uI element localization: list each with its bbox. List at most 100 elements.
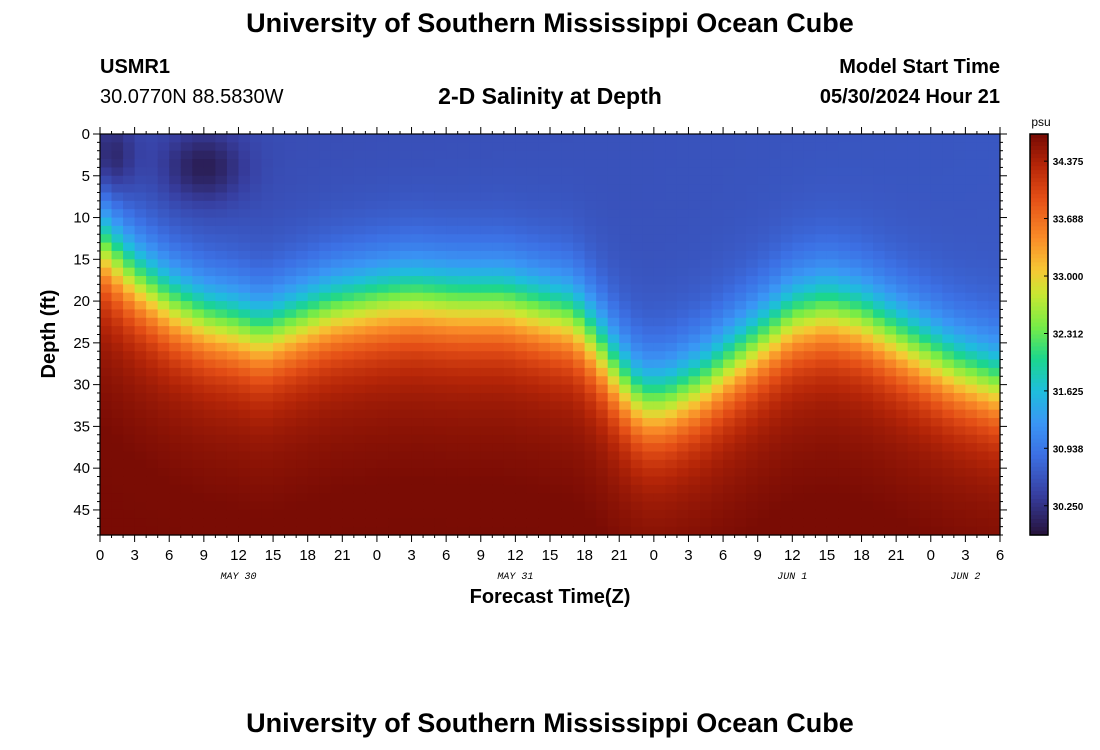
heatmap-cell <box>792 334 805 344</box>
heatmap-cell <box>469 476 482 486</box>
heatmap-cell <box>815 468 828 478</box>
heatmap-cell <box>400 292 413 302</box>
heatmap-cell <box>850 184 863 194</box>
heatmap-cell <box>480 342 493 352</box>
heatmap-cell <box>238 134 251 143</box>
colorbar-segment <box>1030 142 1048 147</box>
heatmap-cell <box>976 359 990 369</box>
heatmap-cell <box>792 217 805 227</box>
heatmap-cell <box>215 234 228 244</box>
heatmap-cell <box>226 292 240 302</box>
heatmap-cell <box>503 384 516 394</box>
heatmap-cell <box>907 384 920 394</box>
heatmap-cell <box>423 242 436 252</box>
heatmap-cell <box>884 175 897 185</box>
heatmap-cell <box>515 443 528 453</box>
heatmap-cell <box>526 309 540 319</box>
heatmap-cell <box>123 217 136 227</box>
heatmap-cell <box>780 342 793 352</box>
heatmap-cell <box>353 184 366 194</box>
heatmap-cell <box>353 134 366 143</box>
heatmap-cell <box>550 401 563 411</box>
heatmap-cell <box>123 334 136 344</box>
heatmap-cell <box>976 476 990 486</box>
heatmap-cell <box>642 476 655 486</box>
heatmap-cell <box>146 317 159 327</box>
heatmap-cell <box>815 351 828 361</box>
heatmap-cell <box>826 468 840 478</box>
heatmap-cell <box>988 192 1001 202</box>
heatmap-cell <box>284 376 297 386</box>
x-tick-label: 21 <box>334 547 351 564</box>
heatmap-cell <box>157 443 170 453</box>
heatmap-cell <box>111 317 124 327</box>
heatmap-cell <box>838 184 851 194</box>
heatmap-cell <box>653 443 666 453</box>
heatmap-cell <box>930 200 943 210</box>
heatmap-cell <box>976 309 990 319</box>
heatmap-cell <box>711 234 724 244</box>
heatmap-cell <box>203 426 216 436</box>
heatmap-cell <box>446 309 459 319</box>
heatmap-cell <box>457 468 470 478</box>
heatmap-cell <box>169 134 182 143</box>
heatmap-cell <box>284 242 297 252</box>
heatmap-cell <box>423 376 436 386</box>
heatmap-cell <box>123 259 136 269</box>
heatmap-cell <box>596 426 609 436</box>
heatmap-cell <box>526 367 540 377</box>
heatmap-cell <box>919 392 932 402</box>
heatmap-cell <box>111 359 124 369</box>
heatmap-cell <box>930 242 943 252</box>
heatmap-cell <box>976 342 990 352</box>
heatmap-cell <box>261 367 274 377</box>
heatmap-cell <box>123 192 136 202</box>
heatmap-cell <box>376 142 390 152</box>
heatmap-cell <box>780 418 793 427</box>
heatmap-cell <box>111 276 124 285</box>
heatmap-cell <box>965 209 978 219</box>
heatmap-cell <box>688 359 701 369</box>
heatmap-cell <box>100 468 113 478</box>
colorbar-segment <box>1030 458 1048 464</box>
heatmap-cell <box>746 276 759 285</box>
heatmap-cell <box>596 451 609 461</box>
heatmap-cell <box>688 309 701 319</box>
heatmap-cell <box>480 518 493 528</box>
heatmap-cell <box>261 384 274 394</box>
heatmap-cell <box>515 225 528 235</box>
heatmap-cell <box>896 276 909 285</box>
heatmap-cell <box>953 476 966 486</box>
heatmap-cell <box>850 451 863 461</box>
heatmap-cell <box>607 518 620 528</box>
heatmap-cell <box>653 434 666 444</box>
heatmap-cell <box>376 409 390 419</box>
heatmap-cell <box>561 225 574 235</box>
heatmap-cell <box>261 459 274 469</box>
heatmap-cell <box>584 217 597 227</box>
heatmap-cell <box>653 392 666 402</box>
heatmap-cell <box>215 468 228 478</box>
heatmap-cell <box>573 434 586 444</box>
heatmap-cell <box>792 518 805 528</box>
heatmap-cell <box>665 192 678 202</box>
heatmap-cell <box>815 150 828 160</box>
heatmap-cell <box>273 518 286 528</box>
heatmap-cell <box>400 459 413 469</box>
heatmap-cell <box>157 384 170 394</box>
heatmap-cell <box>400 317 413 327</box>
heatmap-cell <box>203 384 216 394</box>
heatmap-cell <box>123 159 136 169</box>
heatmap-cell <box>757 359 770 369</box>
heatmap-cell <box>238 150 251 160</box>
heatmap-cell <box>711 167 724 177</box>
heatmap-cell <box>296 367 309 377</box>
heatmap-cell <box>896 142 909 152</box>
heatmap-cell <box>619 418 632 427</box>
heatmap-cell <box>446 284 459 294</box>
heatmap-cell <box>896 209 909 219</box>
heatmap-cell <box>434 409 447 419</box>
heatmap-cell <box>573 284 586 294</box>
heatmap-cell <box>434 159 447 169</box>
heatmap-cell <box>596 192 609 202</box>
